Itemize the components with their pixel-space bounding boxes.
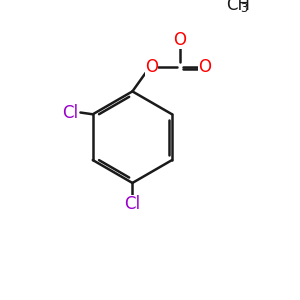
Text: O: O bbox=[198, 58, 211, 76]
Text: O: O bbox=[145, 58, 158, 76]
Text: Cl: Cl bbox=[62, 103, 78, 122]
Text: 3: 3 bbox=[240, 2, 247, 15]
Text: O: O bbox=[173, 32, 186, 50]
Text: CH: CH bbox=[226, 0, 250, 14]
Text: Cl: Cl bbox=[124, 195, 140, 213]
